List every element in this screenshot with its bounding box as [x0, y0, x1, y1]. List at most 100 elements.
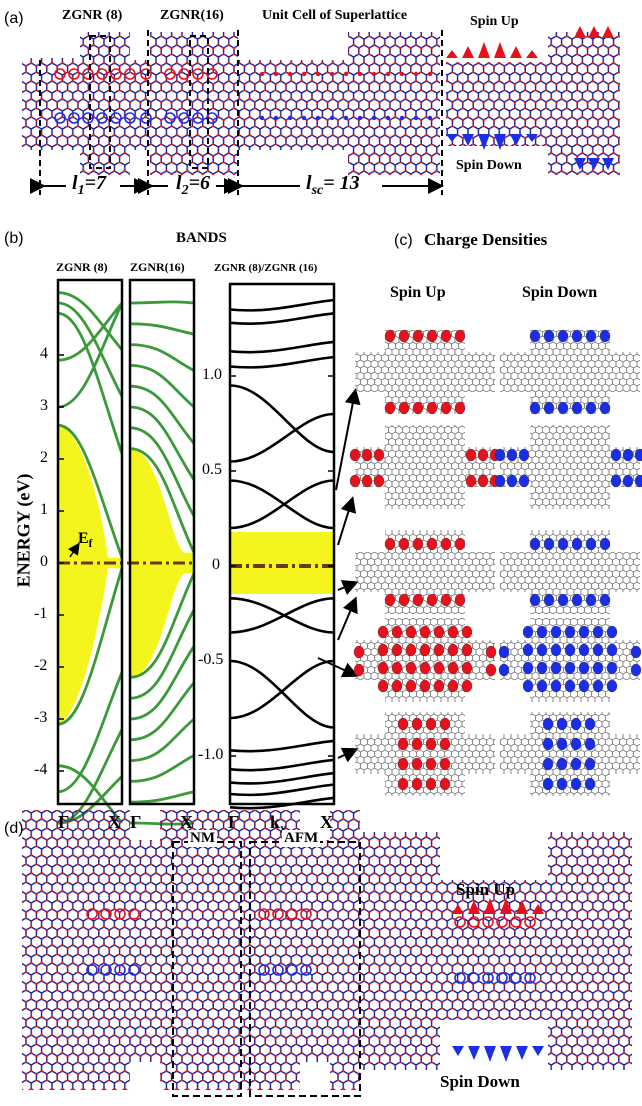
spin-down-ring [164, 112, 176, 124]
charge-blob [411, 757, 423, 771]
charge-blob [461, 679, 473, 693]
spin-up-arrow [500, 898, 512, 914]
spin-down-ring [454, 972, 466, 984]
charge-blob [522, 679, 534, 693]
spin-up-ring [82, 68, 94, 80]
charge-blob [571, 537, 583, 551]
spin-down-ring [258, 964, 270, 976]
spin-down-ring [68, 112, 80, 124]
charge-blob [412, 329, 424, 343]
x-x-sc: X [320, 812, 333, 832]
axis-ticks-b [58, 354, 334, 772]
zgnr16-frame [128, 278, 196, 806]
spin-up-dot [315, 71, 321, 77]
spin-down-arrow [500, 1046, 512, 1062]
charge-blob [433, 661, 445, 675]
spin-up-ring [468, 916, 480, 928]
spin-up-ring [192, 68, 204, 80]
charge-blob [550, 625, 562, 639]
charge-blob [377, 679, 389, 693]
superlattice-band [229, 355, 335, 369]
charge-blob [584, 737, 596, 751]
charge-blob [606, 625, 618, 639]
charge-blob [461, 643, 473, 657]
spin-down-arrow [452, 1046, 464, 1056]
charge-blob [426, 537, 438, 551]
charge-blob [411, 737, 423, 751]
left-tick-label: 2 [40, 449, 48, 466]
graphene-lattice [355, 712, 495, 796]
spin-rings-d [86, 908, 536, 984]
zgnr8-band [57, 302, 124, 362]
spin-down-arrow [462, 134, 474, 146]
charge-blob [477, 448, 489, 462]
charge-blob [556, 757, 568, 771]
charge-blob [384, 401, 396, 415]
charge-blob [439, 737, 451, 751]
zgnr16-band [129, 322, 195, 336]
spin-up-ring [258, 908, 270, 920]
bands-title: BANDS [176, 230, 227, 246]
charge-blob [397, 717, 409, 731]
charge-blob [433, 643, 445, 657]
charge-blob [440, 593, 452, 607]
right-tick-label: -0.5 [198, 651, 224, 668]
spin-down-arrow [494, 134, 506, 150]
charge-blob [571, 401, 583, 415]
charge-blob [556, 717, 568, 731]
charge-blob [557, 593, 569, 607]
spin-down-ring [510, 972, 522, 984]
charge-blob [391, 661, 403, 675]
zgnr16-band [129, 405, 196, 481]
spin-up-arrow [462, 46, 474, 58]
charge-blob [506, 474, 518, 488]
charge-blob [557, 329, 569, 343]
charge-blob [349, 448, 361, 462]
charge-blob [412, 537, 424, 551]
charge-blob [447, 625, 459, 639]
spin-down-arrow [510, 134, 522, 146]
charge-density-structure [500, 329, 640, 415]
graphene-lattice [355, 618, 495, 702]
charge-blob [550, 643, 562, 657]
charge-blob [454, 329, 466, 343]
charge-blob [543, 537, 555, 551]
charge-blob [477, 474, 489, 488]
charge-blob [425, 717, 437, 731]
spin-rings-a [54, 68, 433, 124]
zgnr8-yellow-region [58, 425, 122, 725]
spin-up-ring [510, 916, 522, 928]
spin-down-ring [272, 964, 284, 976]
charge-blob [571, 593, 583, 607]
charge-blob [391, 679, 403, 693]
spin-down-dot [385, 115, 391, 121]
x-x-8: X [108, 812, 121, 832]
charge-blob [405, 679, 417, 693]
charge-blob [571, 329, 583, 343]
graphene-lattice [500, 618, 640, 702]
superlattice-band [229, 340, 335, 354]
spin-down-arrow [532, 1046, 544, 1056]
spin-down-ring [86, 964, 98, 976]
spin-down-ring [524, 972, 536, 984]
spin-arrows-a [446, 26, 614, 170]
charge-blob [622, 448, 634, 462]
charge-blob [397, 737, 409, 751]
charge-blob [592, 661, 604, 675]
charge-blob [542, 777, 554, 791]
spin-up-ring [164, 68, 176, 80]
left-tick-label: 1 [40, 501, 48, 518]
spin-up-dot [385, 71, 391, 77]
spin-down-dot [427, 115, 433, 121]
zgnr16-band [129, 426, 196, 517]
charge-blob [536, 679, 548, 693]
charge-blob [584, 757, 596, 771]
spin-up-arrow [526, 50, 538, 58]
spin-down-ring [178, 112, 190, 124]
charge-blob [578, 625, 590, 639]
charge-density-structure [355, 530, 495, 614]
spin-down-arrow [526, 134, 538, 142]
charge-blob [585, 401, 597, 415]
spin-up-dot [413, 71, 419, 77]
charge-blob [570, 737, 582, 751]
